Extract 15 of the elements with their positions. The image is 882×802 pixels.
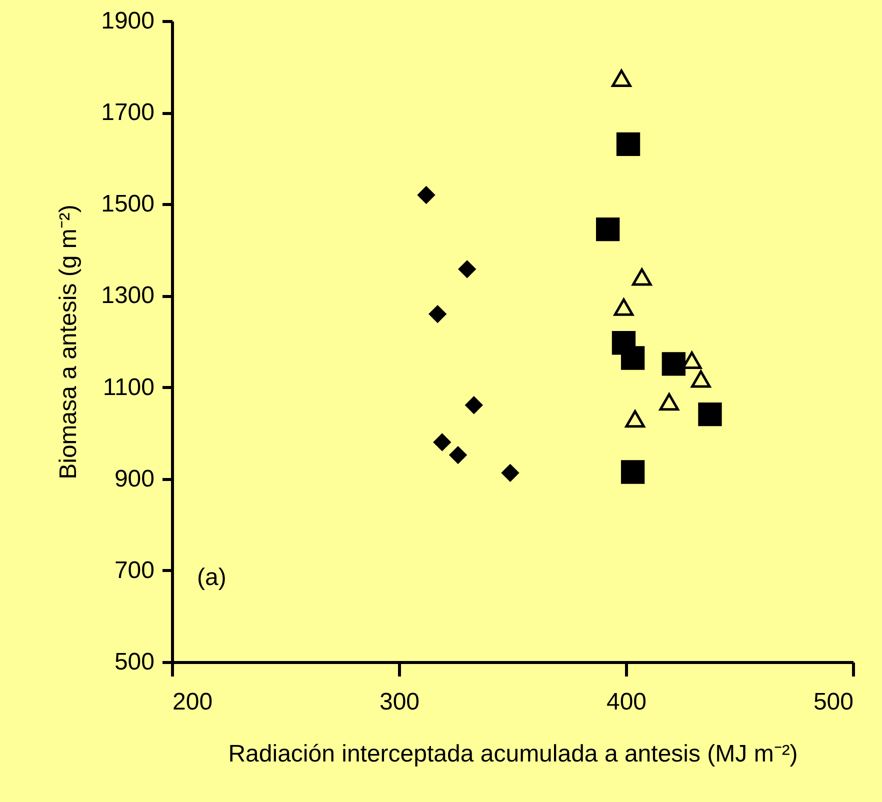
y-tick-label: 1300 [101, 282, 154, 310]
x-tick-label: 200 [172, 688, 213, 716]
x-tick-label: 500 [813, 688, 854, 716]
y-tick-label: 900 [114, 465, 154, 492]
y-tick-label: 1100 [102, 374, 154, 401]
y-tick-label: 500 [114, 648, 154, 676]
x-tick-label: 400 [606, 688, 647, 716]
y-tick-label: 1500 [101, 190, 154, 218]
y-axis-title: Biomasa a antesis (g m⁻²) [55, 204, 82, 480]
x-tick-label: 300 [379, 688, 420, 716]
annotation: (a) [197, 564, 226, 591]
y-tick-label: 1700 [101, 99, 154, 126]
y-tick-label: 700 [114, 556, 154, 584]
x-axis-title: Radiación interceptada acumulada a antesis (MJ m⁻²) [228, 740, 798, 768]
y-tick-label: 1900 [101, 8, 154, 34]
